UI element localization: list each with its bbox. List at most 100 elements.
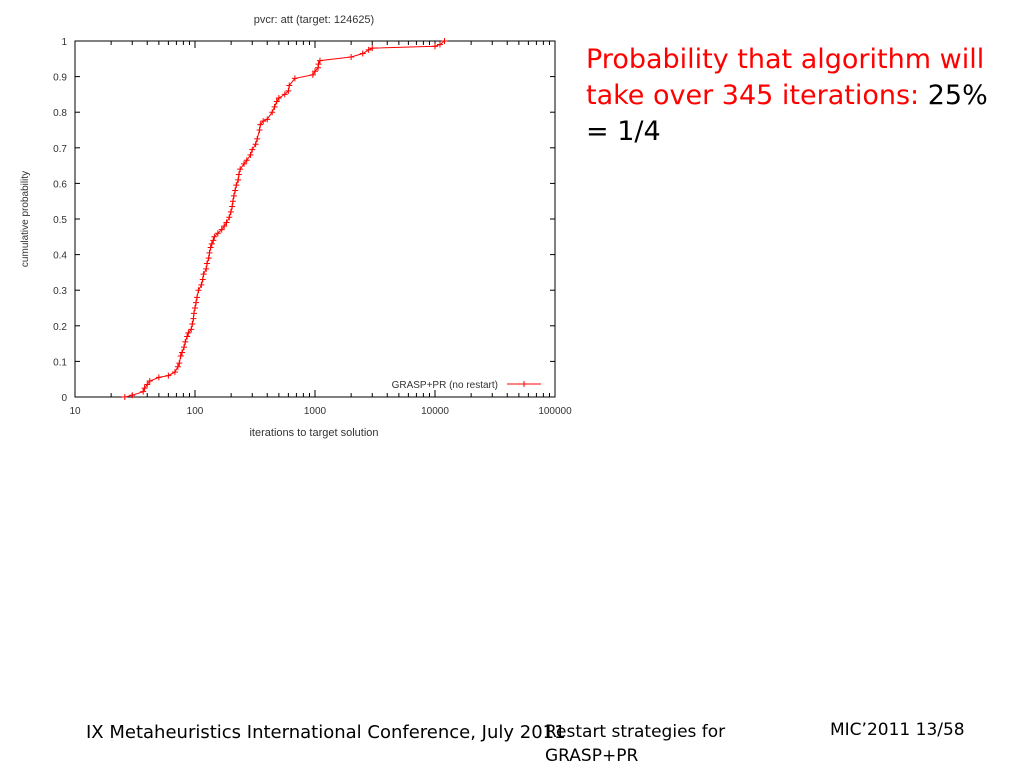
data-point xyxy=(441,38,448,44)
y-tick-label: 0.2 xyxy=(53,322,67,333)
data-point xyxy=(192,305,198,311)
data-point xyxy=(177,353,184,360)
data-point xyxy=(235,176,242,183)
data-point xyxy=(264,116,271,123)
data-point xyxy=(269,109,276,116)
data-point xyxy=(194,294,201,301)
y-tick-label: 0.1 xyxy=(53,357,67,368)
y-tick-label: 0 xyxy=(61,393,67,404)
data-point xyxy=(240,160,247,167)
data-point xyxy=(271,103,278,110)
data-point xyxy=(286,82,293,89)
data-point xyxy=(171,369,178,376)
y-tick-label: 0.4 xyxy=(53,251,67,262)
data-point xyxy=(315,61,322,68)
chart-title: pvcr: att (target: 124625) xyxy=(254,14,374,26)
data-point xyxy=(260,118,267,125)
legend-label: GRASP+PR (no restart) xyxy=(392,380,498,391)
data-point xyxy=(140,388,147,395)
data-point xyxy=(432,43,438,50)
data-point xyxy=(146,377,153,384)
data-point xyxy=(181,344,188,351)
x-tick-label: 10000 xyxy=(421,406,449,417)
chart: 0 0.1 0.2 0.3 0.4 0.5 0.6 0.7 0.8 0.9 1 10 100 1000 10… xyxy=(20,14,572,439)
data-point xyxy=(226,214,233,221)
data-point xyxy=(188,326,195,333)
data-point xyxy=(232,187,239,194)
data-point xyxy=(205,255,212,262)
legend-marker xyxy=(521,381,527,387)
footer-conference: IX Metaheuristics International Conferen… xyxy=(86,722,566,743)
data-point xyxy=(185,329,192,336)
data-point xyxy=(141,385,148,392)
data-point xyxy=(165,372,172,379)
y-tick-label: 0.3 xyxy=(53,286,67,297)
data-point xyxy=(207,244,214,251)
data-point xyxy=(210,237,217,244)
data-point xyxy=(203,265,210,272)
data-point xyxy=(208,240,215,247)
data-point xyxy=(369,45,376,52)
data-point xyxy=(179,349,186,356)
data-point xyxy=(200,271,207,278)
annotation-answer: 25% = 1/4 xyxy=(586,80,988,147)
y-axis-label: cumulative probability xyxy=(20,171,31,267)
data-point xyxy=(155,374,162,381)
data-point xyxy=(229,203,236,210)
data-point xyxy=(189,321,196,328)
data-point xyxy=(204,260,211,267)
data-point xyxy=(233,182,240,189)
data-point xyxy=(275,94,282,101)
x-tick-label: 100000 xyxy=(538,406,572,417)
data-point xyxy=(273,98,280,105)
data-point xyxy=(223,219,230,226)
data-point xyxy=(237,166,244,173)
probability-annotation: Probability that algorithm will take ove… xyxy=(586,42,1006,150)
y-tick-label: 0.8 xyxy=(53,108,67,119)
y-tick-label: 0.6 xyxy=(53,179,67,190)
data-point xyxy=(129,392,136,399)
data-point xyxy=(206,249,213,256)
data-point xyxy=(176,360,183,367)
data-point xyxy=(257,121,264,128)
data-point xyxy=(285,87,292,94)
data-point xyxy=(211,233,218,240)
data-point xyxy=(218,226,225,233)
plot-frame xyxy=(74,40,556,398)
x-tick-label: 100 xyxy=(187,406,204,417)
x-tick-label: 1000 xyxy=(304,406,327,417)
x-tick-label: 10 xyxy=(69,406,81,417)
data-point xyxy=(144,381,151,388)
data-point xyxy=(249,146,256,153)
annotation-question: Probability that algorithm will take ove… xyxy=(586,44,985,111)
data-point xyxy=(281,91,288,98)
data-point xyxy=(359,50,366,57)
data-point xyxy=(243,157,250,164)
y-tick-label: 0.9 xyxy=(53,73,67,84)
y-tick-label: 0.5 xyxy=(53,215,67,226)
data-point xyxy=(182,338,189,345)
data-point xyxy=(184,333,191,340)
data-point xyxy=(193,299,200,306)
data-point xyxy=(348,54,355,61)
data-point xyxy=(254,135,261,142)
data-point xyxy=(190,315,197,322)
data-point xyxy=(214,230,221,237)
data-point xyxy=(198,281,205,288)
data-point xyxy=(309,71,316,78)
data-point xyxy=(121,394,128,400)
y-tick-label: 1 xyxy=(61,37,67,48)
data-point xyxy=(227,208,234,215)
data-point xyxy=(252,141,259,148)
data-point xyxy=(230,192,237,199)
data-point xyxy=(229,198,236,205)
data-point xyxy=(365,46,372,53)
data-point xyxy=(312,68,318,75)
footer-talk-title: Restart strategies for GRASP+PR xyxy=(545,722,726,766)
data-point xyxy=(235,171,242,178)
data-point xyxy=(221,223,228,230)
data-point xyxy=(195,287,202,294)
data-point xyxy=(291,75,298,82)
data-point xyxy=(199,276,206,283)
data-point xyxy=(247,151,254,158)
